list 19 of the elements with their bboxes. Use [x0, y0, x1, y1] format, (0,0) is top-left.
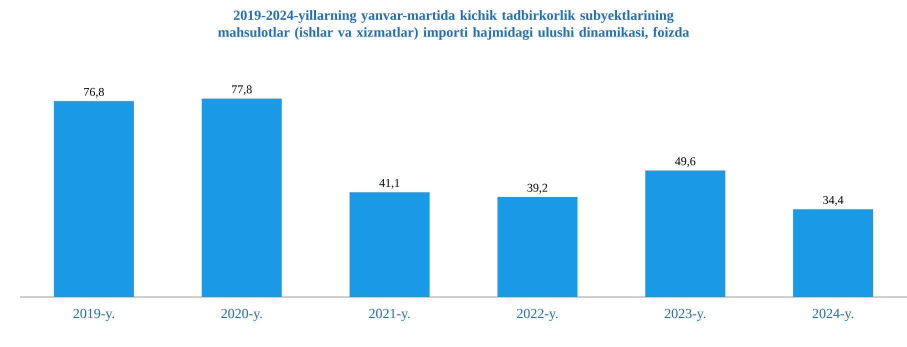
data-label: 77,8 — [232, 85, 252, 96]
x-tick-label: 2020-y. — [221, 308, 262, 322]
chart-title: 2019-2024-yillarning yanvar-martida kichik tadbirkorlik subyektlarining mahsulotlar (ishlar va xizmatlar) importi hajmidagi ulushi dinamikasi, foizda — [218, 10, 690, 40]
data-label: 41,1 — [379, 178, 400, 189]
data-label: 39,2 — [528, 184, 548, 194]
data-label: 34,4 — [823, 196, 844, 206]
data-label: 76,8 — [84, 88, 104, 98]
bar — [645, 170, 726, 297]
x-tick-label: 2024-y. — [812, 308, 854, 322]
x-tick-label: 2021-y. — [369, 308, 410, 322]
bar — [202, 98, 282, 297]
x-tick-label: 2022-y. — [516, 308, 558, 322]
bar — [793, 209, 874, 297]
x-tick-label: 2023-y. — [664, 308, 706, 322]
bar — [54, 101, 134, 297]
x-tick-label: 2019-y. — [73, 308, 114, 322]
bar — [350, 192, 430, 297]
bar — [497, 197, 578, 297]
data-label: 49,6 — [675, 157, 696, 168]
